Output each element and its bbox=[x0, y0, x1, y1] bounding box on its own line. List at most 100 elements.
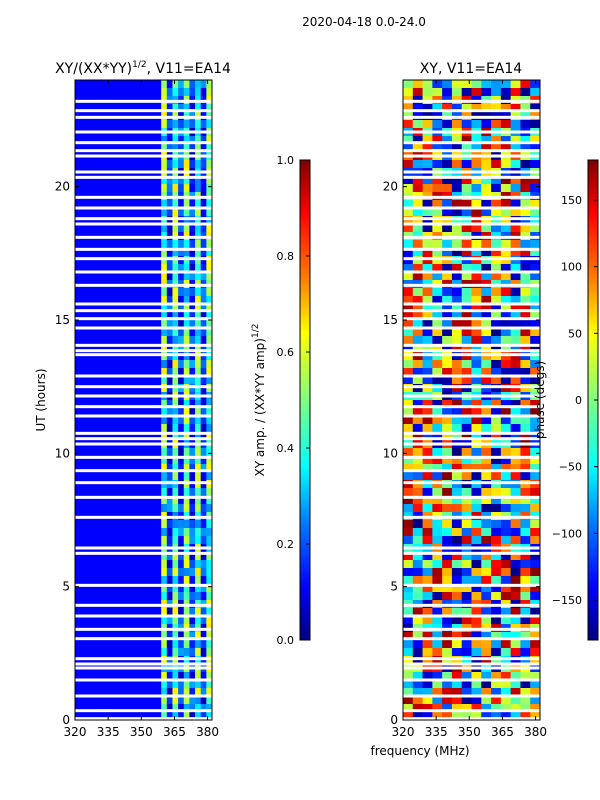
amplitude-cell bbox=[183, 136, 190, 145]
amplitude-cell bbox=[206, 136, 213, 145]
phase-flag-row bbox=[403, 170, 540, 174]
phase-cell bbox=[461, 592, 472, 601]
phase-cell bbox=[451, 632, 463, 641]
amplitude-cell bbox=[161, 240, 168, 249]
phase-cell bbox=[422, 560, 433, 569]
phase-cell bbox=[520, 568, 531, 577]
amplitude-flag-row bbox=[75, 235, 212, 239]
phase-cell bbox=[471, 288, 482, 297]
amplitude-cell bbox=[161, 592, 168, 601]
amplitude-cell bbox=[183, 256, 190, 265]
amplitude-cell bbox=[183, 640, 190, 649]
amplitude-cell bbox=[189, 608, 196, 617]
phase-cell bbox=[510, 240, 521, 249]
phase-cell bbox=[491, 496, 502, 505]
phase-flag-row bbox=[403, 515, 540, 519]
amplitude-cell bbox=[161, 640, 168, 649]
amplitude-cell bbox=[195, 344, 202, 353]
phase-cell bbox=[451, 136, 463, 145]
phase-cell bbox=[442, 368, 453, 377]
phase-cell bbox=[412, 248, 423, 257]
phase-cell bbox=[510, 592, 521, 601]
phase-cell bbox=[403, 360, 414, 369]
phase-cell bbox=[481, 264, 492, 273]
amplitude-cell bbox=[172, 400, 179, 409]
amplitude-cell bbox=[183, 104, 190, 113]
phase-cell bbox=[403, 384, 414, 393]
phase-cell bbox=[451, 696, 463, 705]
phase-cell bbox=[432, 136, 443, 145]
amplitude-flag-row bbox=[75, 309, 212, 313]
amplitude-cell bbox=[183, 456, 190, 465]
phase-cell bbox=[442, 576, 453, 585]
phase-heatmap bbox=[403, 80, 541, 721]
phase-cell bbox=[471, 712, 482, 721]
phase-cell bbox=[422, 272, 433, 281]
amplitude-cell bbox=[200, 568, 207, 577]
phase-cell bbox=[412, 656, 423, 665]
phase-cell bbox=[481, 616, 492, 625]
amplitude-cell bbox=[206, 488, 213, 497]
phase-cell bbox=[510, 88, 521, 97]
phase-flag-row bbox=[403, 353, 540, 357]
phase-cell bbox=[432, 304, 443, 313]
phase-cell bbox=[481, 256, 492, 265]
phase-cell bbox=[403, 352, 414, 361]
phase-cell bbox=[491, 592, 502, 601]
phase-cell bbox=[530, 704, 541, 713]
phase-cell bbox=[500, 712, 512, 721]
phase-cell bbox=[510, 200, 521, 209]
amplitude-cell bbox=[166, 504, 173, 513]
amplitude-flag-row bbox=[75, 195, 212, 199]
amplitude-cell bbox=[172, 336, 179, 345]
amplitude-cell bbox=[178, 448, 185, 457]
amplitude-cell bbox=[178, 456, 185, 465]
phase-cell bbox=[412, 264, 423, 273]
amplitude-flag-row bbox=[75, 515, 212, 519]
phase-cell bbox=[422, 584, 433, 593]
phase-flag-row bbox=[403, 709, 540, 713]
phase-cell bbox=[442, 616, 453, 625]
amplitude-cell bbox=[178, 672, 185, 681]
phase-cell bbox=[491, 184, 502, 193]
amplitude-cell bbox=[166, 712, 173, 721]
phase-cell bbox=[500, 296, 512, 305]
phase-cell bbox=[520, 336, 531, 345]
phase-cell bbox=[510, 584, 521, 593]
amplitude-flag-row bbox=[75, 495, 212, 499]
phase-cell bbox=[491, 360, 502, 369]
phase-cell bbox=[412, 320, 423, 329]
amplitude-cell bbox=[206, 120, 213, 129]
amplitude-cell bbox=[178, 592, 185, 601]
phase-cell bbox=[422, 184, 433, 193]
amplitude-cell bbox=[161, 688, 168, 697]
phase-cell bbox=[412, 136, 423, 145]
phase-cell bbox=[461, 536, 472, 545]
amplitude-cell bbox=[178, 368, 185, 377]
phase-cell bbox=[451, 520, 463, 529]
phase-cell bbox=[530, 160, 541, 169]
amplitude-cell bbox=[195, 536, 202, 545]
amplitude-cell bbox=[183, 448, 190, 457]
amplitude-cell bbox=[178, 528, 185, 537]
phase-cell bbox=[412, 408, 423, 417]
phase-cell bbox=[500, 568, 512, 577]
phase-cell bbox=[471, 568, 482, 577]
phase-cell bbox=[461, 464, 472, 473]
phase-cell bbox=[471, 576, 482, 585]
phase-cell bbox=[491, 160, 502, 169]
phase-cell bbox=[491, 448, 502, 457]
amplitude-cell bbox=[200, 352, 207, 361]
phase-cell bbox=[442, 608, 453, 617]
amplitude-cell bbox=[195, 640, 202, 649]
phase-cell bbox=[432, 400, 443, 409]
phase-cell bbox=[432, 656, 443, 665]
amplitude-cell bbox=[183, 336, 190, 345]
phase-cell bbox=[442, 80, 453, 89]
phase-cell bbox=[422, 568, 433, 577]
phase-cell bbox=[412, 376, 423, 385]
phase-cell bbox=[520, 104, 531, 113]
amplitude-cell bbox=[166, 424, 173, 433]
phase-cell bbox=[451, 568, 463, 577]
phase-cell bbox=[520, 216, 531, 225]
